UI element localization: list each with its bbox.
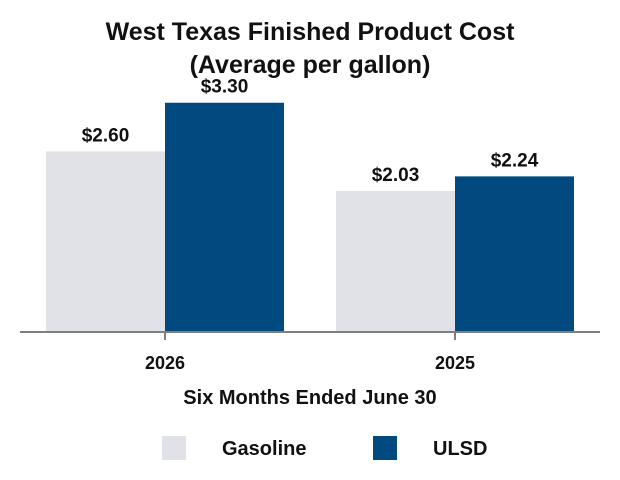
legend-swatch-ulsd xyxy=(373,436,397,460)
x-tick-label-2025: 2025 xyxy=(435,353,475,373)
chart-title-block: West Texas Finished Product Cost (Averag… xyxy=(0,16,620,82)
data-label-ulsd-2026: $3.30 xyxy=(201,77,249,98)
bar-ulsd-2025 xyxy=(455,176,574,332)
chart-title: West Texas Finished Product Cost xyxy=(105,18,515,46)
legend-swatch-gasoline xyxy=(162,436,186,460)
x-tick-label-2026: 2026 xyxy=(145,353,185,373)
legend-label-gasoline: Gasoline xyxy=(222,438,307,460)
legend: Gasoline ULSD xyxy=(0,434,620,464)
chart-subtitle: (Average per gallon) xyxy=(189,51,431,79)
bar-ulsd-2026 xyxy=(165,102,284,332)
bar-gasoline-2026 xyxy=(46,151,165,332)
legend-label-ulsd: ULSD xyxy=(433,438,488,460)
x-axis-title: Six Months Ended June 30 xyxy=(183,387,436,409)
bar-gasoline-2025 xyxy=(336,190,455,332)
data-label-gasoline-2025: $2.03 xyxy=(372,165,420,186)
data-label-gasoline-2026: $2.60 xyxy=(82,125,130,146)
data-label-ulsd-2025: $2.24 xyxy=(491,150,539,171)
